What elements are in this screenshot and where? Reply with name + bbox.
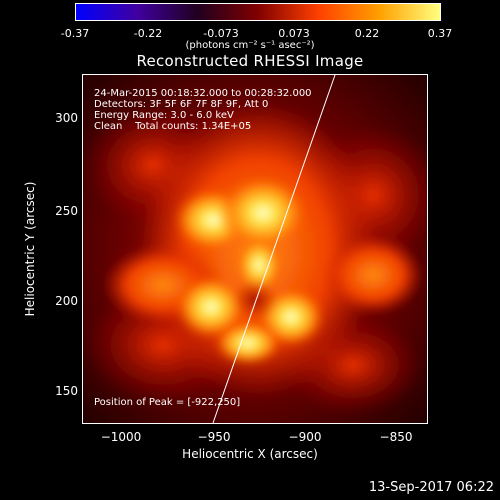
timestamp: 13-Sep-2017 06:22 [368,480,494,495]
annotation-energy: Energy Range: 3.0 - 6.0 keV [94,110,234,121]
y-axis-label: Heliocentric Y (arcsec) [23,181,37,317]
rhessi-intensity-map [83,75,427,423]
colorbar-tick: -0.37 [60,27,90,40]
annotation-clean: Clean Total counts: 1.34E+05 [94,121,252,132]
x-tick: −900 [288,430,322,444]
colorbar-tick: -0.073 [203,27,239,40]
y-tick: 200 [55,294,78,308]
y-tick: 150 [55,384,78,398]
x-axis-label: Heliocentric X (arcsec) [182,447,318,461]
colorbar-tick: 0.37 [427,27,453,40]
y-tick: 300 [55,111,78,125]
colorbar-tick: -0.22 [133,27,163,40]
colorbar-units: (photons cm⁻² s⁻¹ asec⁻²) [185,40,315,51]
x-tick: −1000 [100,430,142,444]
annotation-time: 24-Mar-2015 00:18:32.000 to 00:28:32.000 [94,88,312,99]
x-tick: −950 [197,430,231,444]
y-tick: 250 [55,204,78,218]
colorbar-tick: 0.22 [354,27,380,40]
x-tick: −850 [379,430,413,444]
colorbar-tick: 0.073 [278,27,310,40]
rhessi-image-plot [82,74,428,424]
image-title: Reconstructed RHESSI Image [136,52,364,70]
peak-position: Position of Peak = [-922,250] [94,397,241,408]
limb-line [212,75,336,423]
colorbar [75,3,441,21]
annotation-detectors: Detectors: 3F 5F 6F 7F 8F 9F, Att 0 [94,99,269,110]
